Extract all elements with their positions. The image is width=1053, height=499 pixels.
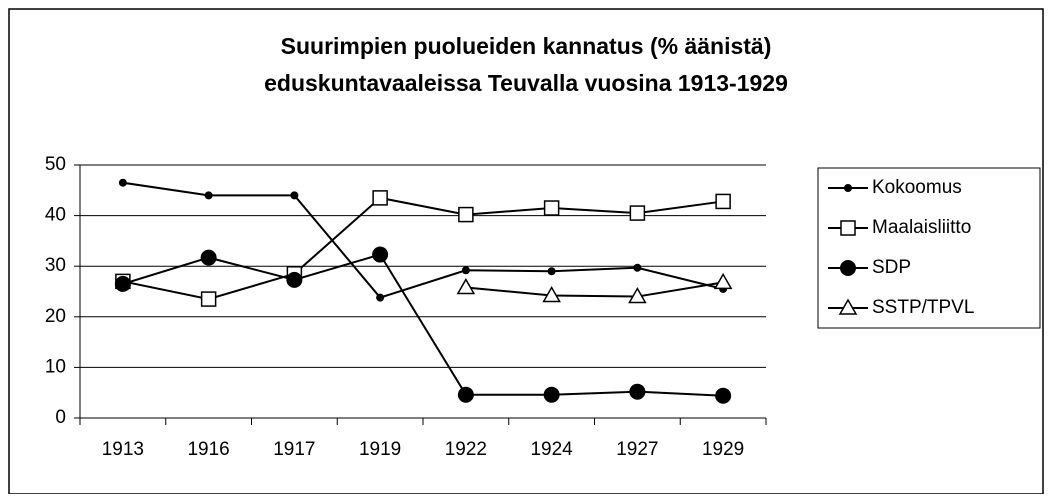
y-tick-label: 20 — [45, 306, 66, 327]
marker — [628, 287, 647, 304]
marker — [543, 386, 560, 403]
marker — [461, 266, 470, 275]
marker — [844, 184, 852, 192]
x-tick-label: 1927 — [616, 439, 658, 460]
marker — [838, 298, 858, 315]
series-line — [122, 253, 724, 397]
legend-label: SDP — [872, 257, 911, 278]
marker — [715, 193, 731, 210]
marker — [114, 275, 131, 292]
x-tick-label: 1913 — [102, 439, 144, 460]
series-line — [122, 196, 724, 301]
marker — [629, 205, 646, 221]
y-tick-label: 30 — [45, 255, 66, 276]
marker — [200, 291, 217, 307]
marker — [204, 191, 213, 200]
x-tick-label: 1929 — [702, 439, 744, 460]
series-line — [465, 281, 724, 298]
marker — [633, 263, 642, 272]
legend-label: Maalaisliitto — [872, 217, 971, 238]
marker — [290, 191, 299, 200]
marker — [547, 267, 556, 276]
marker — [286, 271, 303, 288]
marker — [542, 286, 561, 303]
marker — [372, 246, 389, 263]
x-tick-label: 1916 — [187, 439, 229, 460]
marker — [543, 200, 560, 216]
y-tick-label: 0 — [55, 407, 66, 428]
marker — [376, 293, 385, 302]
x-tick-label: 1924 — [530, 439, 573, 460]
legend-label: SSTP/TPVL — [872, 297, 974, 318]
marker — [713, 272, 733, 290]
marker — [840, 220, 856, 236]
chart-title: Suurimpien puolueiden kannatus (% äänist… — [281, 33, 772, 59]
x-tick-label: 1919 — [359, 439, 401, 460]
marker — [118, 178, 127, 187]
marker — [715, 387, 732, 404]
marker — [456, 277, 476, 295]
y-tick-label: 10 — [45, 356, 66, 377]
legend-label: Kokoomus — [872, 177, 962, 198]
y-tick-label: 50 — [45, 154, 66, 175]
series-line — [122, 181, 724, 299]
legend — [817, 167, 1041, 329]
chart-title: eduskuntavaaleissa Teuvalla vuosina 1913… — [264, 70, 788, 96]
marker — [458, 206, 474, 223]
marker — [840, 260, 856, 276]
marker — [372, 190, 388, 206]
marker — [457, 386, 474, 403]
x-tick-label: 1922 — [445, 439, 487, 460]
x-tick-label: 1917 — [273, 439, 315, 460]
marker — [200, 249, 217, 266]
marker — [629, 383, 646, 400]
y-tick-label: 40 — [45, 205, 66, 226]
